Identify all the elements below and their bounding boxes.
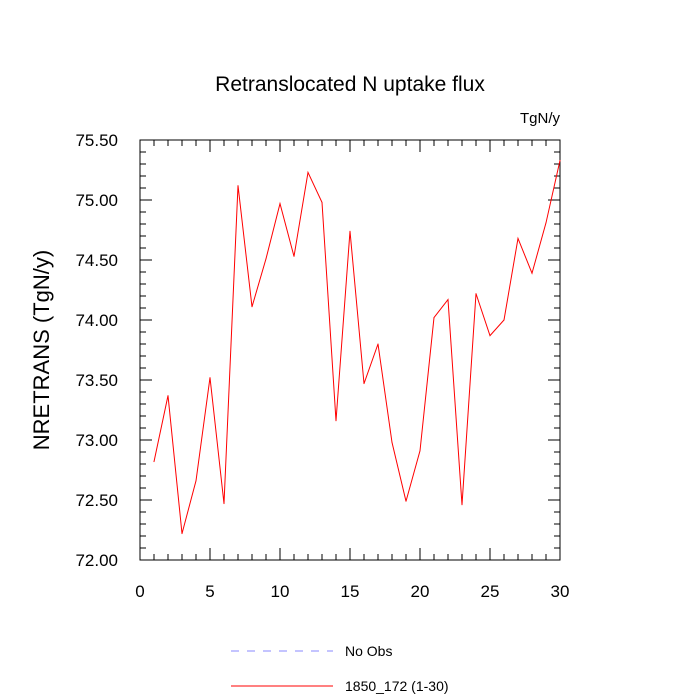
y-tick-label: 75.00 [75, 191, 118, 210]
data-point [475, 293, 477, 295]
chart-title: Retranslocated N uptake flux [215, 73, 485, 96]
x-tick-label: 20 [411, 582, 430, 601]
data-point [363, 383, 365, 385]
x-tick-label: 30 [551, 582, 570, 601]
y-tick-label: 75.50 [75, 131, 118, 150]
y-tick-label: 72.00 [75, 551, 118, 570]
data-point [293, 255, 295, 257]
data-point [195, 480, 197, 482]
data-point [503, 319, 505, 321]
data-point [461, 504, 463, 506]
y-axis-label: NRETRANS (TgN/y) [29, 250, 54, 450]
data-point [237, 185, 239, 187]
x-tick-label: 25 [481, 582, 500, 601]
data-point [251, 306, 253, 308]
data-point [335, 420, 337, 422]
legend-label-no-obs: No Obs [345, 643, 392, 659]
data-point [391, 441, 393, 443]
data-point [349, 230, 351, 232]
plot-frame [139, 139, 561, 561]
units-label: TgN/y [520, 110, 561, 127]
data-point [377, 343, 379, 345]
x-tick-label: 15 [341, 582, 360, 601]
x-tick-label: 10 [271, 582, 290, 601]
y-tick-label: 74.00 [75, 311, 118, 330]
legend-label-1850-172: 1850_172 (1-30) [345, 678, 449, 694]
data-point [517, 237, 519, 239]
data-point [405, 500, 407, 502]
axis-ticks [140, 140, 560, 560]
y-tick-label: 74.50 [75, 251, 118, 270]
data-point [531, 272, 533, 274]
data-point [153, 461, 155, 463]
data-point [447, 299, 449, 301]
y-tick-label: 73.50 [75, 371, 118, 390]
data-point [307, 171, 309, 173]
x-tick-label: 0 [135, 582, 144, 601]
y-tick-label: 73.00 [75, 431, 118, 450]
y-tick-label: 72.50 [75, 491, 118, 510]
data-point [559, 159, 561, 161]
data-point [181, 533, 183, 535]
data-point [419, 450, 421, 452]
data-point [489, 335, 491, 337]
data-point [321, 201, 323, 203]
data-point [209, 377, 211, 379]
data-point [545, 222, 547, 224]
data-point [223, 503, 225, 505]
data-point [433, 317, 435, 319]
series-line-0 [153, 160, 561, 534]
data-point [279, 203, 281, 205]
data-point [167, 395, 169, 397]
series-group [153, 159, 561, 535]
x-tick-label: 5 [205, 582, 214, 601]
x-tick-labels: 0 5 10 15 20 25 30 [135, 582, 569, 601]
data-point [265, 258, 267, 260]
y-tick-labels: 72.00 72.50 73.00 73.50 74.00 74.50 75.00 75.50 [75, 131, 118, 570]
